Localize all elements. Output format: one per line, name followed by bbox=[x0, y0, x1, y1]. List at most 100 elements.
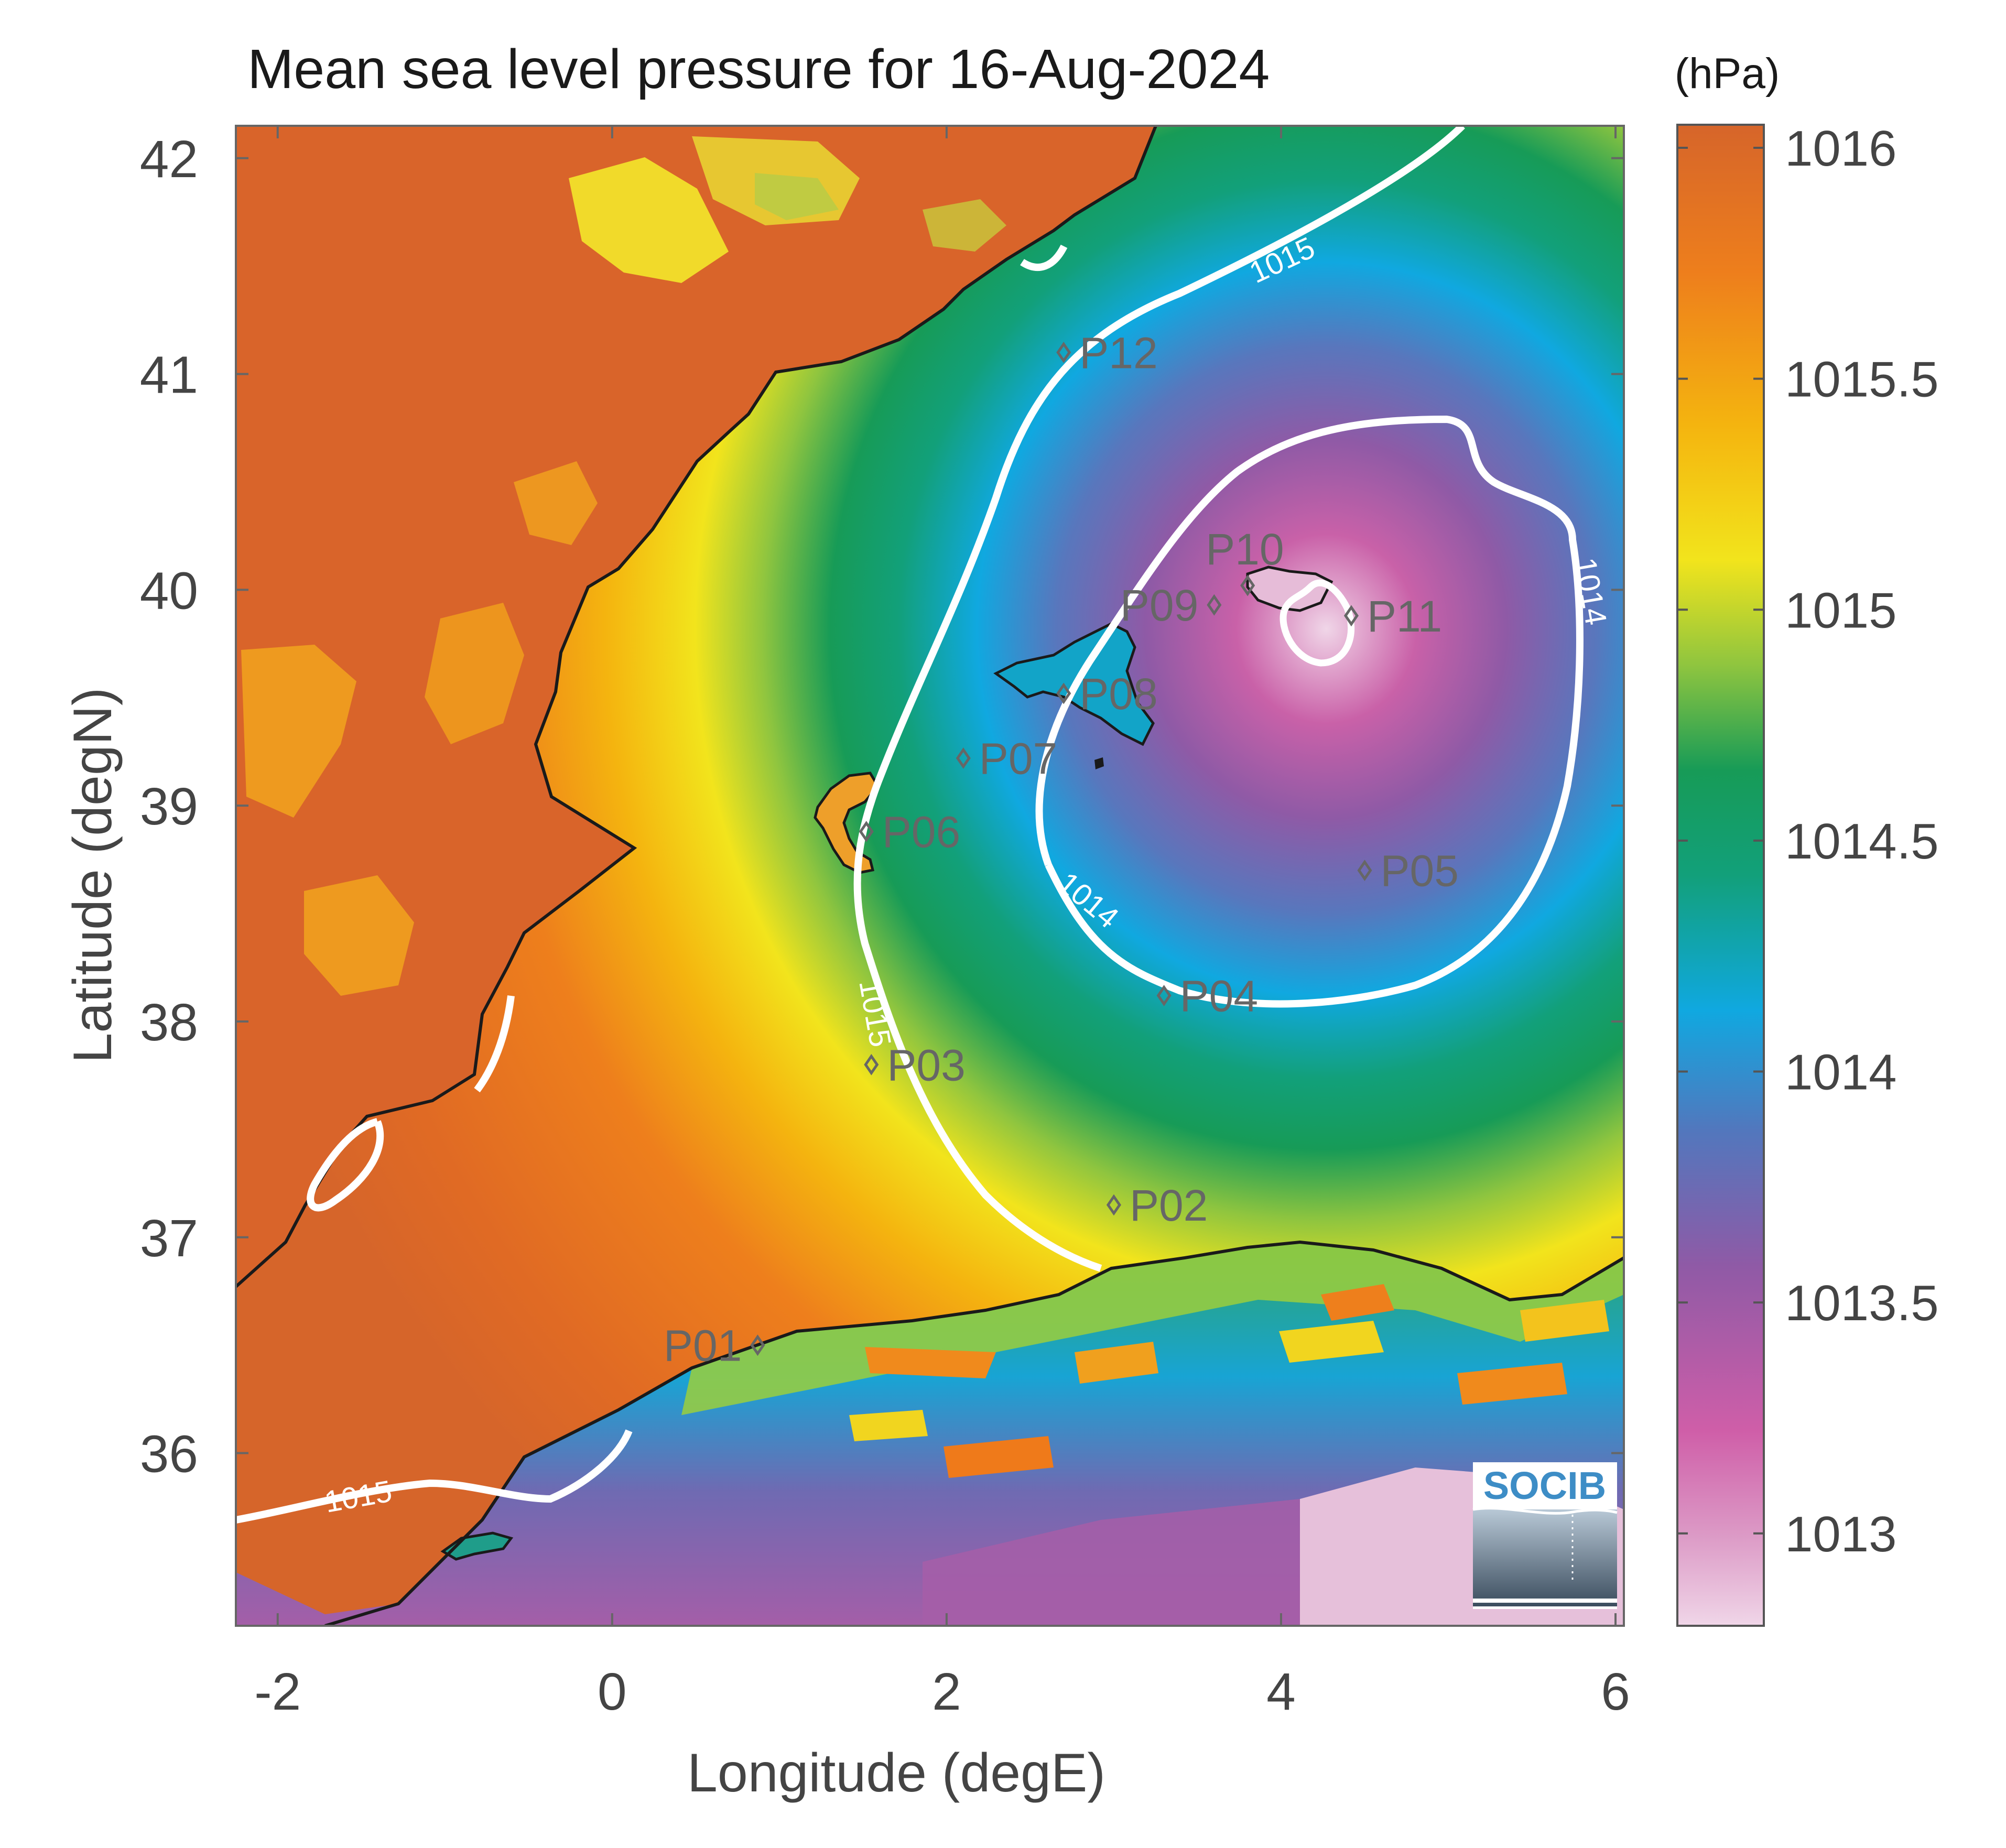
land-patch bbox=[1279, 1321, 1384, 1363]
x-tick-label: -2 bbox=[254, 1662, 301, 1721]
station-label: P02 bbox=[1130, 1181, 1208, 1230]
station-marker-icon bbox=[1357, 860, 1372, 882]
land-patch bbox=[1075, 1342, 1158, 1384]
colorbar-tick-label: 1015.5 bbox=[1785, 352, 1939, 408]
station-label: P10 bbox=[1206, 525, 1284, 574]
station-marker-icon bbox=[750, 1334, 765, 1356]
island-cabrera bbox=[1094, 757, 1104, 769]
logo-underline bbox=[1473, 1599, 1617, 1603]
land-patch bbox=[681, 1242, 1624, 1415]
land-iberia bbox=[236, 126, 1156, 1287]
plot-frame bbox=[235, 125, 1625, 1627]
station-label: P06 bbox=[882, 808, 960, 857]
station-label: P09 bbox=[1120, 581, 1198, 630]
station-p04[interactable]: P04 bbox=[1156, 972, 1258, 1021]
land-patch bbox=[849, 1410, 928, 1441]
land-patch bbox=[923, 199, 1006, 252]
station-marker-icon bbox=[1056, 341, 1071, 363]
y-tick-label: 38 bbox=[140, 993, 198, 1052]
contour-1015-coast1 bbox=[474, 995, 515, 1093]
land-patch bbox=[514, 461, 598, 545]
station-label: P01 bbox=[664, 1321, 742, 1371]
station-p02[interactable]: P02 bbox=[1106, 1181, 1208, 1230]
contour-1014 bbox=[1035, 415, 1584, 1008]
y-tick-label: 41 bbox=[140, 346, 198, 405]
station-label: P12 bbox=[1079, 328, 1157, 377]
station-p12[interactable]: P12 bbox=[1056, 328, 1158, 377]
colorbar-tick-label: 1015 bbox=[1785, 582, 1897, 638]
coastline-iberia bbox=[236, 126, 1157, 1288]
x-tick-label: 0 bbox=[598, 1662, 627, 1721]
station-p09[interactable]: P09 bbox=[1120, 581, 1222, 630]
colorbar-tick-label: 1014 bbox=[1785, 1045, 1897, 1101]
station-marker-icon bbox=[1056, 682, 1071, 704]
y-tick-label: 36 bbox=[140, 1425, 198, 1484]
land-patch bbox=[569, 157, 729, 283]
land-patch bbox=[425, 603, 524, 744]
y-tick-label: 39 bbox=[140, 777, 198, 836]
x-tick-label: 4 bbox=[1266, 1662, 1296, 1721]
station-p08[interactable]: P08 bbox=[1056, 669, 1158, 719]
land-patch bbox=[304, 875, 414, 996]
land-patch bbox=[1321, 1284, 1394, 1321]
contour-1013 bbox=[1279, 579, 1355, 667]
station-marker-icon bbox=[1156, 985, 1172, 1006]
colorbar-tick-label: 1016 bbox=[1785, 121, 1897, 177]
colorbar bbox=[1676, 124, 1765, 1627]
colorbar-tick-label: 1013 bbox=[1785, 1506, 1897, 1562]
station-p05[interactable]: P05 bbox=[1357, 846, 1459, 896]
colorbar-tick-label: 1014.5 bbox=[1785, 813, 1939, 869]
station-marker-icon bbox=[1240, 574, 1255, 596]
station-marker-icon bbox=[864, 1053, 879, 1075]
logo-text: SOCIB bbox=[1483, 1464, 1606, 1507]
y-ticks: 42 41 40 39 38 37 36 bbox=[140, 130, 1624, 1484]
station-marker-icon bbox=[956, 747, 971, 769]
contour-1015-south bbox=[236, 1429, 633, 1524]
station-label: P05 bbox=[1380, 846, 1458, 896]
colorbar-tick-label: 1013.5 bbox=[1785, 1275, 1939, 1331]
x-tick-label: 2 bbox=[932, 1662, 961, 1721]
logo-wave bbox=[1473, 1509, 1617, 1606]
y-axis-label: Latitude (degN) bbox=[62, 688, 123, 1063]
station-p11[interactable]: P11 bbox=[1343, 592, 1442, 641]
x-ticks: -2 0 2 4 6 bbox=[254, 126, 1630, 1721]
station-label: P11 bbox=[1367, 592, 1442, 641]
x-axis-label: Longitude (degE) bbox=[687, 1743, 1105, 1803]
station-marker-icon bbox=[1343, 605, 1359, 627]
station-marker-icon bbox=[1106, 1194, 1121, 1216]
station-label: P08 bbox=[1079, 669, 1157, 719]
chart-title: Mean sea level pressure for 16-Aug-2024 bbox=[247, 38, 1270, 100]
colorbar-ticks: 1016 1015.5 1015 1014.5 1014 1013.5 1013 bbox=[1677, 121, 1939, 1562]
station-label: P07 bbox=[979, 734, 1057, 784]
station-p07[interactable]: P07 bbox=[956, 734, 1057, 784]
land-patch bbox=[923, 1499, 1300, 1626]
land-patch bbox=[1457, 1363, 1567, 1405]
y-tick-label: 37 bbox=[140, 1209, 198, 1268]
colorbar-unit: (hPa) bbox=[1675, 50, 1780, 97]
contour-1015-east bbox=[853, 126, 1465, 1272]
island-menorca bbox=[1246, 566, 1333, 612]
station-p06[interactable]: P06 bbox=[859, 808, 960, 857]
x-tick-label: 6 bbox=[1601, 1662, 1630, 1721]
station-marker-icon bbox=[859, 821, 874, 842]
logo-wave-line bbox=[1472, 1507, 1618, 1515]
station-marker-icon bbox=[1207, 594, 1222, 616]
coastline-africa bbox=[324, 1240, 1624, 1626]
land-patch bbox=[1520, 1300, 1609, 1342]
land-patch bbox=[241, 645, 356, 818]
station-p03[interactable]: P03 bbox=[864, 1040, 966, 1090]
contour-1015-north bbox=[1020, 244, 1068, 271]
socib-logo: SOCIB bbox=[1472, 1462, 1618, 1609]
station-p10[interactable]: P10 bbox=[1206, 525, 1284, 596]
y-tick-label: 42 bbox=[140, 130, 198, 189]
station-label: P03 bbox=[887, 1040, 965, 1090]
land-patch bbox=[755, 173, 839, 220]
station-p01[interactable]: P01 bbox=[664, 1321, 765, 1371]
y-tick-label: 40 bbox=[140, 561, 198, 620]
land-patch bbox=[865, 1347, 996, 1378]
land-patch bbox=[944, 1436, 1054, 1478]
station-label: P04 bbox=[1180, 972, 1258, 1021]
contour-1015-coast2 bbox=[307, 1118, 384, 1212]
